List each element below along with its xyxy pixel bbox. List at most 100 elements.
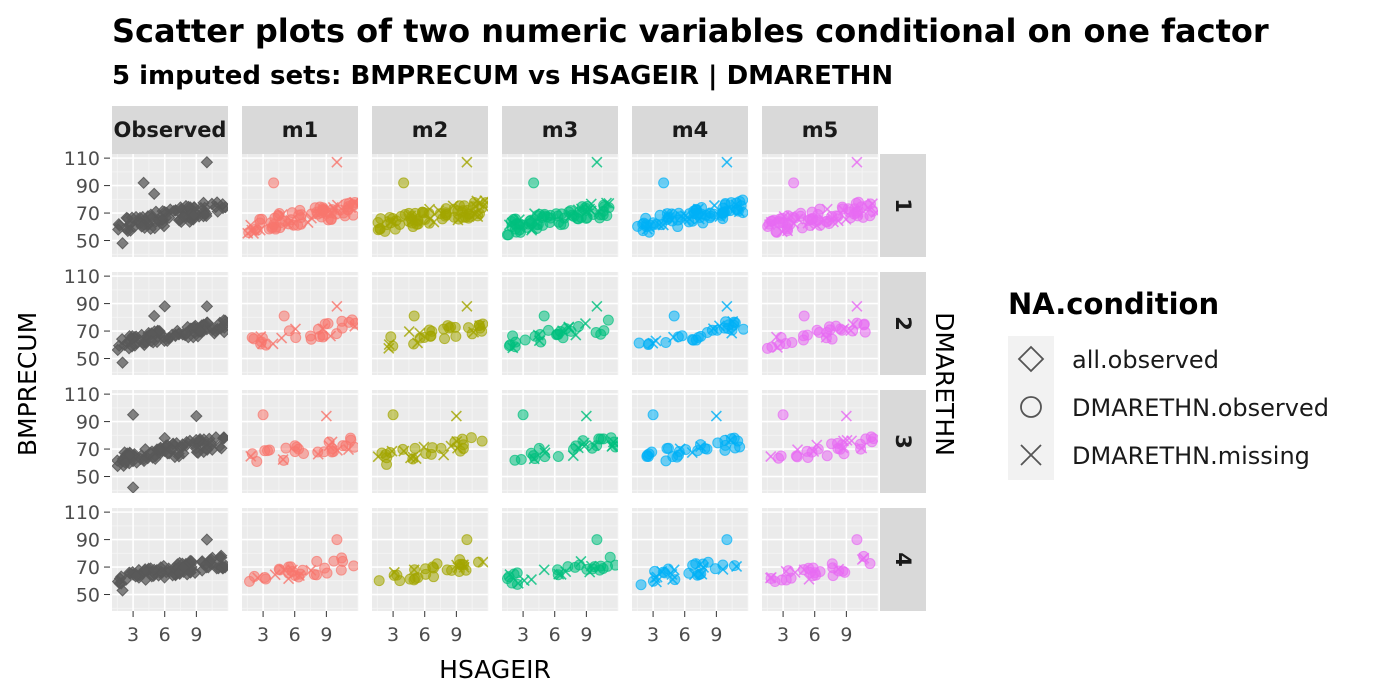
data-point xyxy=(728,319,740,331)
data-point xyxy=(317,329,329,341)
data-point xyxy=(248,570,260,582)
data-point xyxy=(591,156,603,168)
data-point xyxy=(650,576,662,588)
data-point-stroke xyxy=(791,444,804,456)
data-point xyxy=(856,442,868,454)
data-point xyxy=(650,218,662,230)
data-point-stroke xyxy=(331,156,343,168)
data-point xyxy=(667,573,679,585)
data-point xyxy=(454,554,466,566)
data-point xyxy=(836,324,848,336)
row-strip-label: 2 xyxy=(891,316,915,331)
data-point xyxy=(450,410,462,422)
data-point xyxy=(410,215,422,227)
data-point xyxy=(373,575,385,587)
data-point xyxy=(387,340,399,352)
data-point xyxy=(830,210,842,222)
x-tick-label: 3 xyxy=(517,624,529,646)
data-point xyxy=(147,187,161,201)
legend: NA.condition all.observed DMARETHN.observ… xyxy=(1008,287,1329,480)
data-point xyxy=(728,560,740,572)
facet-panel-m2-2 xyxy=(372,272,489,375)
data-point-stroke xyxy=(765,450,777,463)
column-strip-label: m3 xyxy=(542,118,579,142)
data-point xyxy=(463,210,475,222)
data-point xyxy=(137,176,150,190)
x-tick-label: 3 xyxy=(647,624,659,646)
data-point xyxy=(372,224,384,236)
y-tick-label: 110 xyxy=(64,384,100,406)
y-tick-label: 50 xyxy=(76,349,100,371)
data-point xyxy=(473,198,485,210)
data-point xyxy=(591,300,603,312)
data-point xyxy=(297,564,309,576)
x-tick-label: 9 xyxy=(190,624,202,646)
data-point xyxy=(256,332,268,344)
data-point xyxy=(509,454,521,466)
data-point-stroke xyxy=(870,209,878,219)
data-point xyxy=(177,561,190,574)
points xyxy=(502,534,618,590)
data-point-stroke xyxy=(798,564,810,576)
data-point xyxy=(200,300,214,313)
points xyxy=(765,409,878,464)
data-point-stroke xyxy=(398,445,410,457)
panel-background xyxy=(502,272,618,375)
data-point xyxy=(512,577,524,589)
data-point xyxy=(348,560,358,572)
data-point xyxy=(219,559,228,573)
column-strip-m1 xyxy=(242,106,358,154)
x-tick-label: 9 xyxy=(320,624,332,646)
data-point xyxy=(827,562,839,574)
data-point xyxy=(319,562,331,574)
data-point-stroke xyxy=(278,564,290,576)
data-point xyxy=(647,409,659,421)
points xyxy=(112,156,228,250)
facet-panel-m1-4 xyxy=(242,508,359,611)
data-point xyxy=(858,552,870,564)
row-strip-label: 4 xyxy=(891,552,915,567)
data-point xyxy=(326,208,338,220)
data-point xyxy=(610,559,618,571)
data-point xyxy=(331,444,343,456)
facet-panel-Observed-3 xyxy=(112,390,229,493)
data-point xyxy=(458,561,470,573)
data-point xyxy=(711,324,723,336)
data-point-stroke xyxy=(560,566,572,578)
legend-label: DMARETHN.observed xyxy=(1072,394,1329,422)
data-point-stroke xyxy=(479,196,488,207)
x-tick-label: 3 xyxy=(777,624,789,646)
data-point-stroke xyxy=(245,219,257,231)
data-point xyxy=(265,217,277,229)
panel-background xyxy=(632,508,748,611)
data-point xyxy=(251,455,263,467)
data-point xyxy=(769,576,781,588)
data-point xyxy=(573,320,585,332)
data-point xyxy=(777,409,789,421)
data-point-stroke xyxy=(267,338,279,350)
data-point xyxy=(331,534,343,546)
data-point xyxy=(398,177,410,189)
data-point-stroke xyxy=(866,198,878,210)
data-point xyxy=(683,216,695,228)
data-point xyxy=(431,558,443,570)
y-tick-label: 110 xyxy=(64,148,100,170)
data-point xyxy=(538,564,550,576)
row-strip-2 xyxy=(880,272,926,375)
data-point xyxy=(147,563,161,577)
data-point xyxy=(445,321,457,333)
data-point xyxy=(216,198,228,211)
data-point xyxy=(580,410,592,422)
data-point xyxy=(339,210,351,222)
data-point xyxy=(276,332,288,344)
data-point xyxy=(680,444,692,456)
data-point xyxy=(158,431,171,445)
data-point xyxy=(787,211,799,223)
data-point xyxy=(845,324,857,337)
data-point-stroke xyxy=(649,572,661,584)
data-point xyxy=(420,568,432,580)
data-point xyxy=(852,205,864,217)
data-point xyxy=(331,156,343,168)
data-point xyxy=(312,208,324,220)
